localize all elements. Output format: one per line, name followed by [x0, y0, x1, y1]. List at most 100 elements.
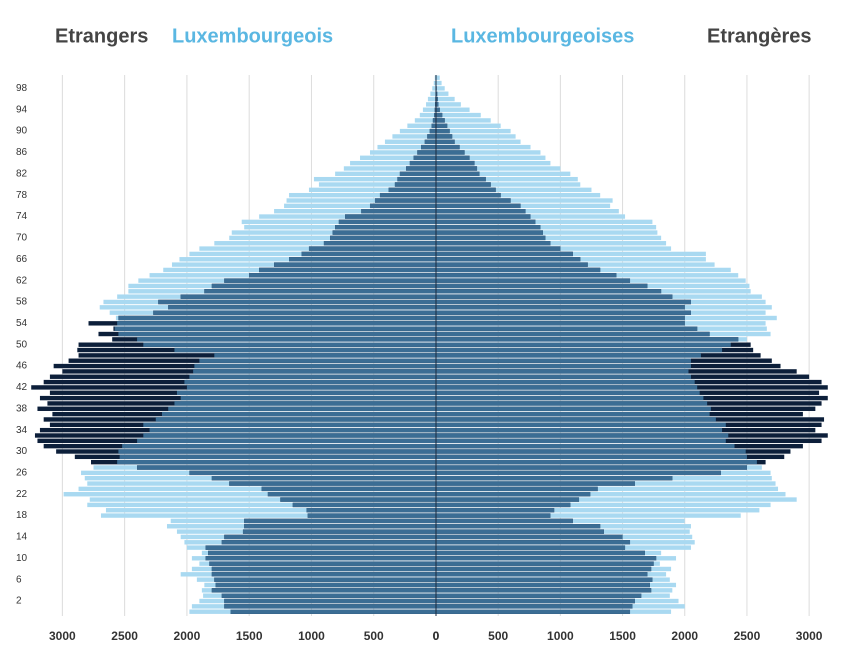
y-tick-label: 42 — [16, 382, 28, 393]
x-tick-label: 2500 — [734, 629, 761, 643]
bar-overlap — [122, 443, 437, 449]
bar-overlap — [436, 267, 601, 273]
x-tick-label: 1500 — [236, 629, 263, 643]
bar-overlap — [436, 556, 657, 561]
bar-overlap — [436, 369, 689, 374]
bar-overlap — [242, 529, 436, 534]
bar — [286, 198, 436, 203]
bar-overlap — [436, 192, 501, 198]
bar-overlap — [168, 406, 436, 411]
bar — [436, 192, 601, 198]
bar-overlap — [436, 321, 685, 326]
bar-overlap — [436, 438, 726, 444]
x-tick-label: 1000 — [298, 629, 325, 643]
bar-overlap — [193, 369, 436, 374]
bar — [343, 166, 436, 171]
bar — [436, 225, 657, 230]
bar — [436, 144, 531, 150]
bar-overlap — [292, 502, 436, 508]
bar-overlap — [436, 582, 650, 588]
y-tick-label: 74 — [16, 211, 28, 222]
bar — [377, 144, 436, 150]
bar — [436, 155, 546, 160]
bar — [436, 91, 449, 96]
bar-overlap — [137, 438, 436, 444]
bar — [436, 160, 551, 166]
bar-overlap — [209, 561, 436, 566]
bar-overlap — [361, 209, 436, 214]
bar — [427, 96, 436, 102]
bar-overlap — [374, 198, 436, 203]
y-tick-label: 62 — [16, 275, 28, 286]
bar-overlap — [406, 166, 436, 171]
bar — [436, 102, 461, 107]
bar-overlap — [224, 598, 436, 604]
bar-overlap — [224, 278, 436, 283]
bar-overlap — [211, 283, 436, 289]
bar-overlap — [137, 337, 436, 342]
bar-overlap — [436, 545, 626, 550]
bar-overlap — [436, 310, 691, 315]
bar-overlap — [436, 540, 631, 545]
bar-overlap — [249, 273, 436, 278]
bar-overlap — [118, 331, 436, 337]
bar — [407, 123, 436, 128]
bar-overlap — [119, 454, 437, 460]
bar — [436, 241, 667, 246]
y-tick-label: 14 — [16, 532, 28, 543]
bar-overlap — [436, 278, 631, 283]
bar-overlap — [434, 112, 436, 118]
bar — [436, 497, 797, 502]
bar-overlap — [436, 225, 541, 230]
bar-overlap — [436, 123, 448, 128]
bar-overlap — [436, 289, 662, 294]
bar-overlap — [436, 395, 704, 401]
bar — [436, 75, 440, 80]
bar-overlap — [205, 545, 436, 550]
bar-overlap — [436, 96, 438, 102]
bar-overlap — [137, 465, 436, 470]
bar-overlap — [436, 358, 691, 363]
bar — [436, 86, 445, 91]
bar-overlap — [168, 305, 436, 310]
bar-overlap — [436, 449, 746, 454]
bar-overlap — [174, 401, 437, 406]
bar-overlap — [211, 588, 436, 593]
bar-overlap — [424, 139, 436, 144]
bar-overlap — [259, 267, 436, 273]
bar-overlap — [394, 182, 436, 187]
bar-overlap — [436, 465, 747, 470]
bar — [436, 171, 571, 177]
bar-overlap — [436, 459, 757, 465]
bar-overlap — [427, 134, 436, 139]
y-tick-label: 98 — [16, 83, 28, 94]
bar — [436, 209, 619, 214]
bar — [436, 230, 658, 235]
legend-entry: Luxembourgeois — [172, 25, 333, 47]
bar-overlap — [186, 385, 436, 390]
bar-overlap — [429, 128, 436, 134]
bar — [436, 508, 760, 513]
bar-overlap — [431, 123, 436, 128]
bar-overlap — [180, 294, 436, 299]
bar-overlap — [117, 321, 436, 326]
bar-overlap — [436, 144, 460, 150]
bar-overlap — [436, 518, 573, 524]
x-tick-label: 2000 — [671, 629, 698, 643]
bar-overlap — [205, 556, 436, 561]
bar-overlap — [267, 492, 436, 497]
bar — [436, 486, 779, 492]
bar — [419, 112, 436, 118]
y-tick-label: 2 — [16, 596, 22, 607]
bar — [422, 107, 436, 112]
bar-overlap — [118, 449, 436, 454]
bar-overlap — [221, 540, 436, 545]
bar — [369, 150, 436, 155]
bar-overlap — [436, 363, 691, 369]
bar-overlap — [289, 257, 436, 262]
bar-overlap — [274, 262, 436, 267]
bar — [436, 182, 581, 187]
bar — [436, 219, 653, 225]
bar — [436, 198, 613, 203]
bar-overlap — [436, 315, 685, 321]
